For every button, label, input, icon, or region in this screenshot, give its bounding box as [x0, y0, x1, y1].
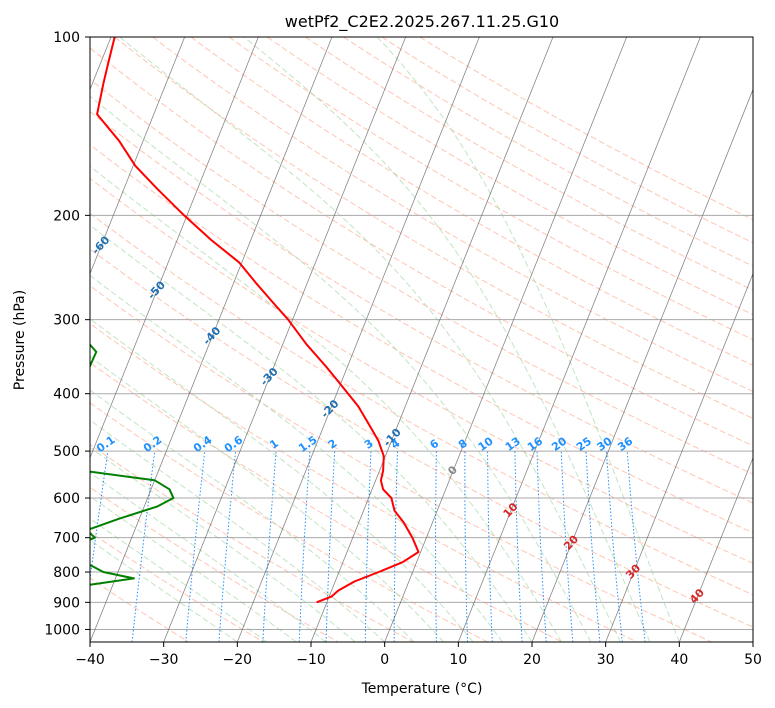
dry-adiabat-line: [90, 47, 753, 447]
x-tick-label: 30: [597, 652, 615, 668]
chart-title: wetPf2_C2E2.2025.267.11.25.G10: [285, 12, 559, 32]
dry-adiabat-line: [90, 143, 753, 534]
isobar-gridlines: [90, 37, 753, 630]
isotherm-line: [384, 37, 628, 642]
moist-adiabat-line: [119, 37, 621, 642]
x-tick-label: −40: [75, 652, 105, 668]
mixing-ratio-line: [560, 451, 574, 642]
plot-background: [90, 37, 753, 642]
isotherm-line: [531, 88, 753, 642]
y-tick-label: 800: [53, 565, 80, 581]
y-tick-label: 700: [53, 531, 80, 547]
dry-adiabat-line: [305, 37, 753, 291]
isotherm-line: [752, 640, 753, 642]
mixing-ratio-line: [393, 451, 398, 642]
dry-adiabat-line: [419, 37, 753, 221]
x-tick-label: −30: [149, 652, 179, 668]
isotherm-line: [163, 37, 407, 642]
moist-adiabat-line: [243, 37, 651, 642]
moist-adiabat-line: [90, 274, 503, 642]
isotherm-line: [90, 37, 333, 642]
moist-adiabat-line: [90, 539, 238, 642]
dry-adiabat-line: [90, 402, 488, 642]
plot-area: -100-90-80-70-60-50-40-30-20-10010203040…: [0, 37, 753, 642]
y-tick-label: 500: [53, 444, 80, 460]
dry-adiabat-line: [152, 37, 753, 393]
isotherm-line: [605, 272, 753, 642]
x-tick-label: 20: [523, 652, 541, 668]
dry-adiabat-line: [343, 37, 753, 267]
plot-frame: [89, 36, 754, 643]
moist-adiabat-line: [90, 472, 327, 642]
isotherm-label: -70: [41, 169, 64, 193]
moist-adiabat-line: [90, 419, 386, 642]
y-axis: 100 200 300 400 500 600 700 800 900 1000: [44, 30, 90, 638]
x-tick-label: 0: [380, 652, 389, 668]
mixing-ratio-line: [325, 451, 336, 642]
x-tick-label: −10: [296, 652, 326, 668]
mixing-ratio-line: [435, 451, 437, 642]
dry-adiabat-line: [90, 285, 712, 642]
moist-adiabat-line: [90, 224, 533, 642]
moist-adiabats: [90, 37, 680, 642]
y-tick-label: 600: [53, 491, 80, 507]
moist-adiabat-line: [90, 165, 562, 642]
isotherm-line: [236, 37, 480, 642]
moist-adiabat-line: [90, 318, 474, 642]
x-tick-label: 10: [449, 652, 467, 668]
dry-adiabat-line: [266, 37, 753, 316]
isotherm-label: -80: [0, 120, 10, 144]
mixing-ratio-line: [218, 451, 237, 642]
mixing-ratio-line: [364, 451, 372, 642]
isotherm-line: [310, 37, 554, 642]
dry-adiabat-line: [90, 212, 753, 596]
mixing-ratio-line: [514, 451, 523, 642]
dry-adiabat-line: [90, 486, 339, 642]
dry-adiabat-line: [90, 322, 638, 642]
mixing-ratio-line: [585, 451, 601, 642]
mixing-ratio-line: [298, 451, 311, 642]
isotherm-line: [678, 456, 753, 642]
profiles: [90, 37, 420, 604]
dry-adiabat-line: [90, 248, 753, 628]
moist-adiabat-line: [90, 95, 592, 642]
mixing-ratio-line: [464, 451, 468, 642]
y-tick-label: 300: [53, 313, 80, 329]
moist-adiabat-line: [90, 389, 415, 642]
moist-adiabat-line: [377, 37, 680, 642]
y-tick-label: 400: [53, 387, 80, 403]
mixing-ratio-line: [185, 451, 206, 642]
x-axis-title: Temperature (°C): [361, 681, 483, 697]
x-tick-label: −20: [223, 652, 253, 668]
isotherm-line: [457, 37, 701, 642]
y-tick-label: 900: [53, 595, 80, 611]
y-tick-label: 200: [53, 208, 80, 224]
x-axis: −40 −30 −20 −10 0 10 20 30 40 50: [75, 642, 762, 668]
x-tick-label: 50: [744, 652, 762, 668]
isotherm-line: [90, 37, 186, 275]
y-tick-label: 1000: [44, 622, 80, 638]
y-axis-title: Pressure (hPa): [12, 290, 28, 390]
mixing-ratio-line: [262, 451, 277, 642]
moist-adiabat-line: [90, 446, 356, 642]
y-tick-label: 100: [53, 30, 80, 46]
mixing-ratio-line: [606, 451, 623, 642]
x-tick-label: 40: [670, 652, 688, 668]
isotherm-lines: [90, 37, 753, 642]
moist-adiabat-line: [90, 356, 444, 642]
isotherm-line: [90, 37, 259, 459]
mixing-ratio-line: [626, 451, 646, 642]
mixing-ratio-lines: [90, 451, 646, 642]
dry-adiabats: [90, 37, 753, 642]
mixing-ratio-line: [536, 451, 547, 642]
moist-adiabat-line: [90, 517, 268, 642]
dry-adiabat-line: [90, 531, 264, 642]
temperature-profile: [96, 37, 420, 604]
dry-adiabat-line: [90, 78, 753, 475]
